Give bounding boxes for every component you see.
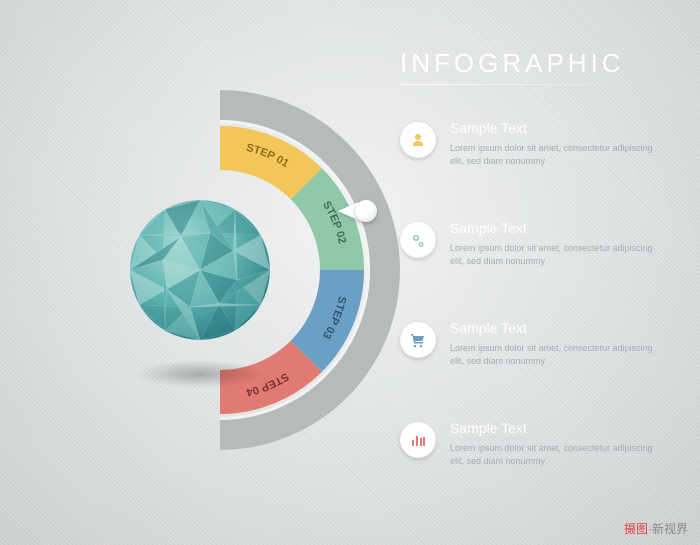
item-3: Sample Text Lorem ipsum dolor sit amet, … [400,420,670,480]
item-title-0: Sample Text [450,120,670,136]
item-body-0: Lorem ipsum dolor sit amet, consectetur … [450,142,660,167]
item-2: Sample Text Lorem ipsum dolor sit amet, … [400,320,670,380]
watermark: 摄图·新视界 [624,520,688,537]
item-title-1: Sample Text [450,220,670,236]
page-title: INFOGRAPHIC [400,48,625,79]
semicircle-chart: STEP 01STEP 02STEP 03STEP 04 [30,50,410,490]
pointer-knob [355,200,377,222]
item-body-1: Lorem ipsum dolor sit amet, consectetur … [450,242,660,267]
sphere-shadow [135,360,265,388]
user-icon [400,122,436,158]
item-title-2: Sample Text [450,320,670,336]
item-1: Sample Text Lorem ipsum dolor sit amet, … [400,220,670,280]
item-title-3: Sample Text [450,420,670,436]
title-underline [400,84,650,85]
bars-icon [400,422,436,458]
chart-svg: STEP 01STEP 02STEP 03STEP 04 [30,50,410,490]
watermark-c: 新视界 [652,522,688,536]
watermark-a: 摄图 [624,522,648,536]
item-body-2: Lorem ipsum dolor sit amet, consectetur … [450,342,660,367]
item-body-3: Lorem ipsum dolor sit amet, consectetur … [450,442,660,467]
poly-sphere [117,185,270,340]
item-0: Sample Text Lorem ipsum dolor sit amet, … [400,120,670,180]
gears-icon [400,222,436,258]
items-list: Sample Text Lorem ipsum dolor sit amet, … [400,120,670,520]
cart-icon [400,322,436,358]
